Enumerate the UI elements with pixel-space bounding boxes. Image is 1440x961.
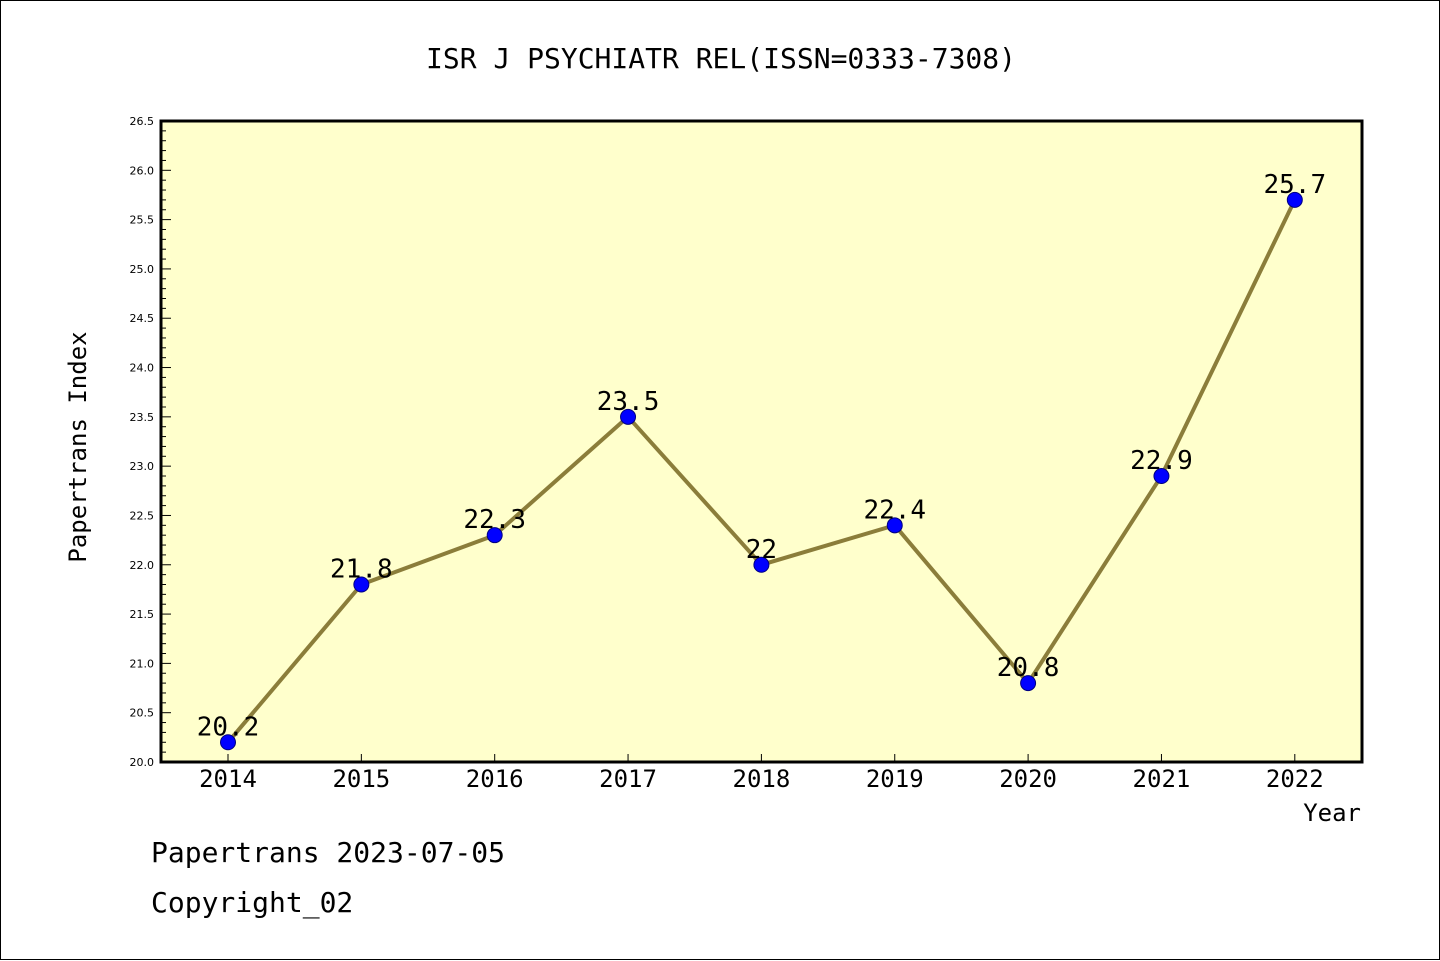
data-label: 25.7 xyxy=(1263,170,1326,200)
data-point xyxy=(486,527,503,544)
data-point xyxy=(1153,468,1170,485)
y-tick-label: 24.5 xyxy=(130,312,155,325)
data-point xyxy=(353,576,370,593)
y-tick-label: 26.0 xyxy=(130,164,155,177)
data-label: 22 xyxy=(746,535,777,565)
x-tick-label: 2021 xyxy=(1133,765,1191,793)
footer-copyright: Copyright_02 xyxy=(151,886,354,919)
data-labels: 20.2 21.8 22.3 23.5 22 22.4 20.8 22.9 25.7 xyxy=(197,170,1326,742)
x-axis-label: Year xyxy=(1303,799,1361,827)
x-axis: 2014 2015 2016 2017 2018 2019 2020 2021 2022 xyxy=(199,754,1324,793)
x-tick-label: 2017 xyxy=(599,765,657,793)
data-point xyxy=(1286,191,1303,208)
data-point xyxy=(753,556,770,573)
x-tick-label: 2014 xyxy=(199,765,257,793)
y-tick-label: 20.5 xyxy=(130,707,155,720)
data-point xyxy=(220,734,236,751)
y-tick-label: 23.5 xyxy=(130,411,155,424)
x-tick-label: 2016 xyxy=(466,765,524,793)
y-tick-label: 26.5 xyxy=(130,115,155,128)
y-tick-label: 21.5 xyxy=(130,608,155,621)
data-label: 20.8 xyxy=(997,653,1060,683)
x-tick-label: 2020 xyxy=(999,765,1057,793)
y-tick-label: 22.0 xyxy=(130,559,155,572)
y-tick-label: 25.5 xyxy=(130,214,155,227)
data-point xyxy=(1020,675,1037,692)
y-tick-label: 23.0 xyxy=(130,460,155,473)
plot-area xyxy=(161,121,1362,762)
plot-frame xyxy=(159,119,1364,764)
y-axis-label: Papertrans Index xyxy=(64,331,92,562)
footer-date: Papertrans 2023-07-05 xyxy=(151,836,506,869)
data-label: 22.4 xyxy=(863,495,926,525)
y-tick-label: 24.0 xyxy=(130,362,155,375)
x-tick-label: 2018 xyxy=(733,765,791,793)
y-axis: 20.0 20.5 21.0 21.5 22.0 22.5 23.0 23.5 24.0 24.5… xyxy=(130,115,171,769)
data-label: 23.5 xyxy=(597,387,660,417)
data-label: 22.3 xyxy=(463,505,526,535)
x-tick-label: 2022 xyxy=(1266,765,1324,793)
data-point xyxy=(886,517,903,534)
data-label: 20.2 xyxy=(197,712,260,742)
y-tick-label: 20.0 xyxy=(130,756,155,769)
y-tick-label: 25.0 xyxy=(130,263,155,276)
data-label: 21.8 xyxy=(330,554,393,584)
data-label: 22.9 xyxy=(1130,446,1193,476)
x-tick-label: 2015 xyxy=(332,765,390,793)
chart-title: ISR J PSYCHIATR REL(ISSN=0333-7308) xyxy=(426,42,1016,75)
series-layer xyxy=(220,191,1303,751)
y-tick-label: 21.0 xyxy=(130,657,155,670)
x-tick-label: 2019 xyxy=(866,765,924,793)
y-tick-label: 22.5 xyxy=(130,509,155,522)
data-point xyxy=(620,408,637,425)
